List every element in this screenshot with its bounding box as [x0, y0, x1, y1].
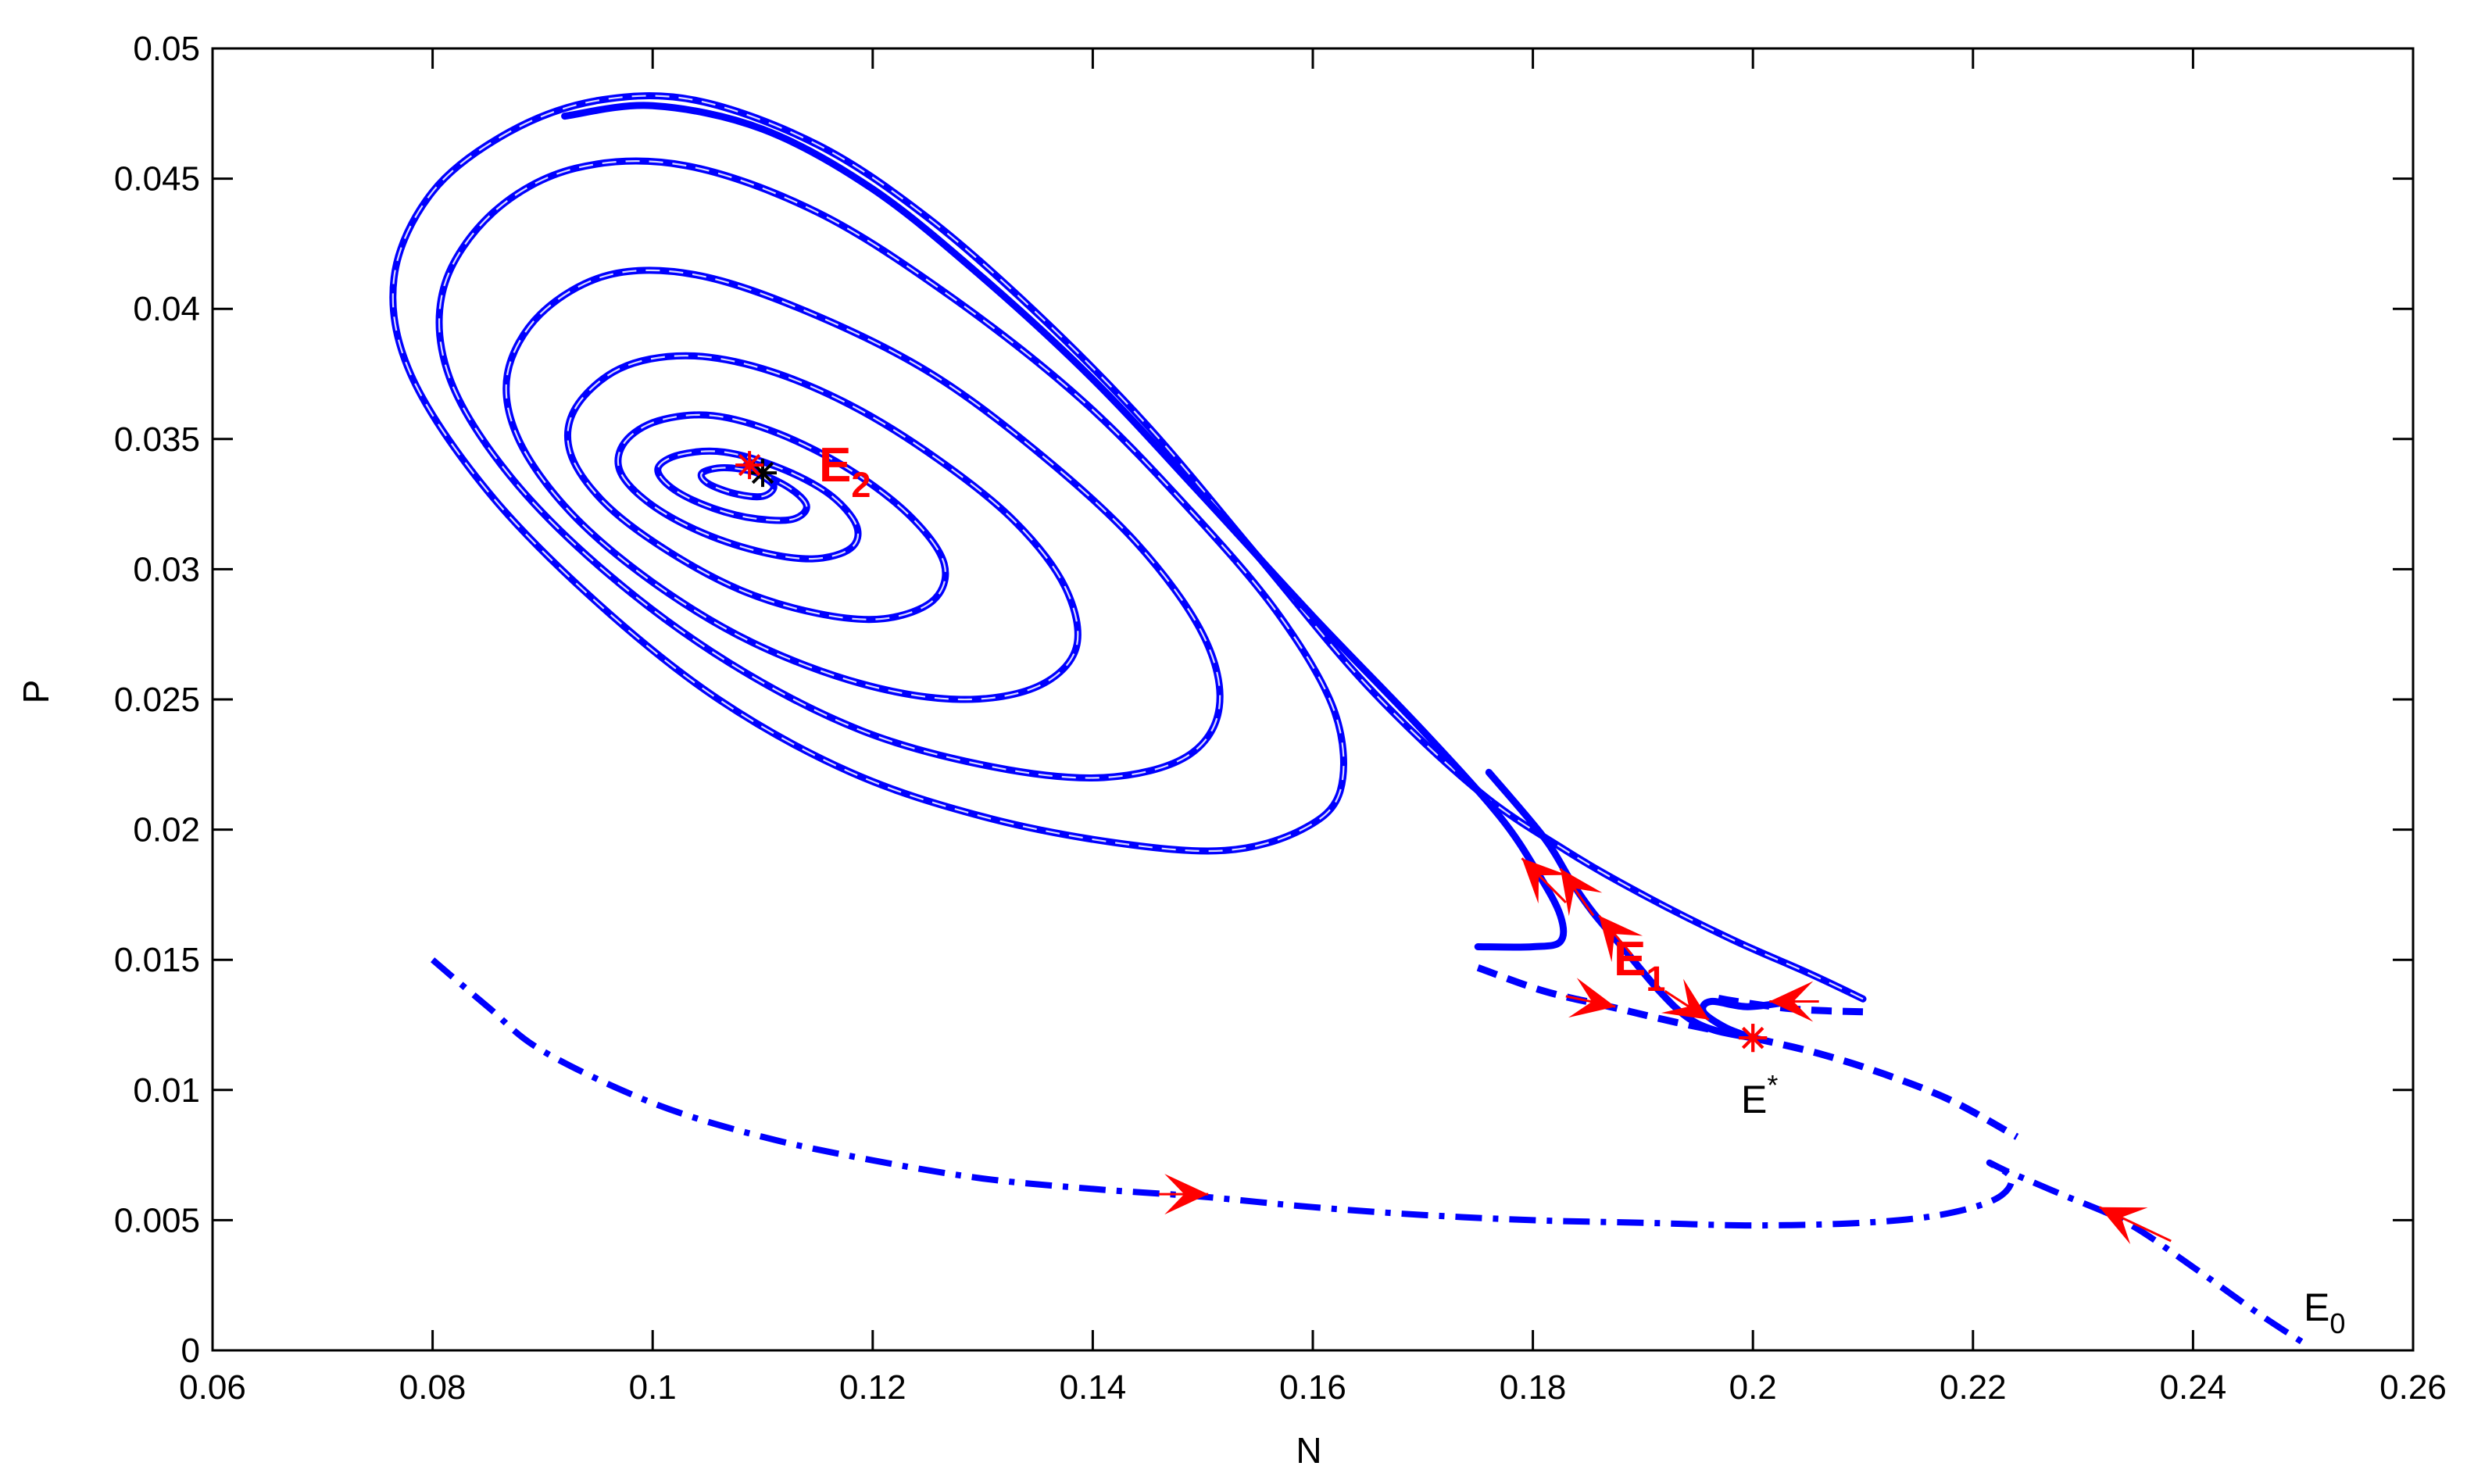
x-tick-label: 0.18 [1500, 1368, 1567, 1407]
direction-arrow-7 [1559, 867, 1603, 917]
x-tick-label: 0.12 [839, 1368, 906, 1407]
direction-arrow-head [1769, 981, 1814, 1022]
equilibrium-label-4: E0 [2304, 1286, 2345, 1339]
x-axis-label: N [1296, 1430, 1321, 1471]
x-tick-label: 0.08 [399, 1368, 467, 1407]
direction-arrow-3 [1565, 978, 1616, 1018]
equilibrium-label-superscript: * [1767, 1069, 1778, 1101]
y-axis-label: P [16, 680, 56, 704]
y-tick-label: 0.05 [133, 30, 200, 68]
trajectory-solid-2 [561, 102, 1568, 951]
trajectory-dashed-6 [1707, 992, 1864, 1016]
y-tick-label: 0.045 [114, 160, 200, 198]
trajectory-inner-dash [392, 95, 1864, 1000]
y-tick-label: 0.025 [114, 681, 200, 719]
x-tick-label: 0.16 [1279, 1368, 1346, 1407]
star-stroke [1742, 1027, 1764, 1050]
equilibrium-label-3: E* [1741, 1069, 1778, 1121]
direction-arrow-head [1521, 858, 1568, 904]
direction-arrow-6 [1597, 914, 1643, 963]
y-tick-label: 0.035 [114, 420, 200, 459]
star-stroke [738, 453, 761, 477]
y-tick-label: 0 [181, 1332, 200, 1370]
direction-arrow-head [1560, 868, 1603, 917]
x-tick-label: 0.1 [629, 1368, 677, 1407]
y-tick-label: 0.03 [133, 550, 200, 588]
equilibrium-label-name: E [2304, 1286, 2329, 1329]
axis-tick-layer: 0.06 0.08 0.1 0.12 0.14 0.16 0.18 0.2 0.22 0.24 0.… [114, 30, 2447, 1407]
equilibrium-label-2: E1 [1614, 932, 1665, 999]
equilibrium-label-subscript: 0 [2329, 1307, 2345, 1339]
equilibrium-marker-1 [735, 451, 764, 480]
direction-arrow-2 [2099, 1206, 2172, 1245]
direction-arrow-1 [1158, 1174, 1209, 1215]
equilibrium-label-name: E [1741, 1078, 1767, 1121]
equilibrium-label-subscript: 2 [851, 465, 871, 505]
y-tick-label: 0.02 [133, 811, 200, 849]
equilibrium-marker-3 [1739, 1024, 1768, 1053]
equilibrium-label-1: E2 [819, 438, 871, 505]
direction-arrow-4 [1769, 981, 1819, 1022]
x-tick-label: 0.14 [1060, 1368, 1127, 1407]
y-tick-label: 0.005 [114, 1201, 200, 1239]
direction-arrow-head [2099, 1207, 2148, 1245]
x-tick-label: 0.2 [1729, 1368, 1777, 1407]
trajectory-dashdot-8 [431, 957, 2305, 1346]
direction-arrow-head [1568, 978, 1616, 1018]
equilibrium-label-name: E [1614, 932, 1646, 986]
equilibrium-label-name: E [819, 438, 851, 492]
equilibrium-label-subscript: 1 [1646, 959, 1665, 999]
y-tick-label: 0.04 [133, 290, 200, 328]
x-tick-label: 0.06 [179, 1368, 246, 1407]
x-tick-label: 0.22 [1940, 1368, 2007, 1407]
y-tick-label: 0.01 [133, 1071, 200, 1110]
direction-arrow-layer [1158, 857, 2172, 1245]
x-tick-label: 0.24 [2160, 1368, 2227, 1407]
x-tick-label: 0.26 [2379, 1368, 2447, 1407]
direction-arrow-head [1599, 915, 1643, 963]
star-stroke [751, 461, 774, 485]
y-tick-label: 0.015 [114, 941, 200, 979]
direction-arrow-head [1164, 1174, 1209, 1215]
direction-arrow-5 [1661, 978, 1710, 1021]
trajectory-dashed-7 [1752, 1034, 2019, 1140]
direction-arrow-8 [1521, 857, 1568, 904]
direction-arrow-head [1661, 978, 1709, 1020]
